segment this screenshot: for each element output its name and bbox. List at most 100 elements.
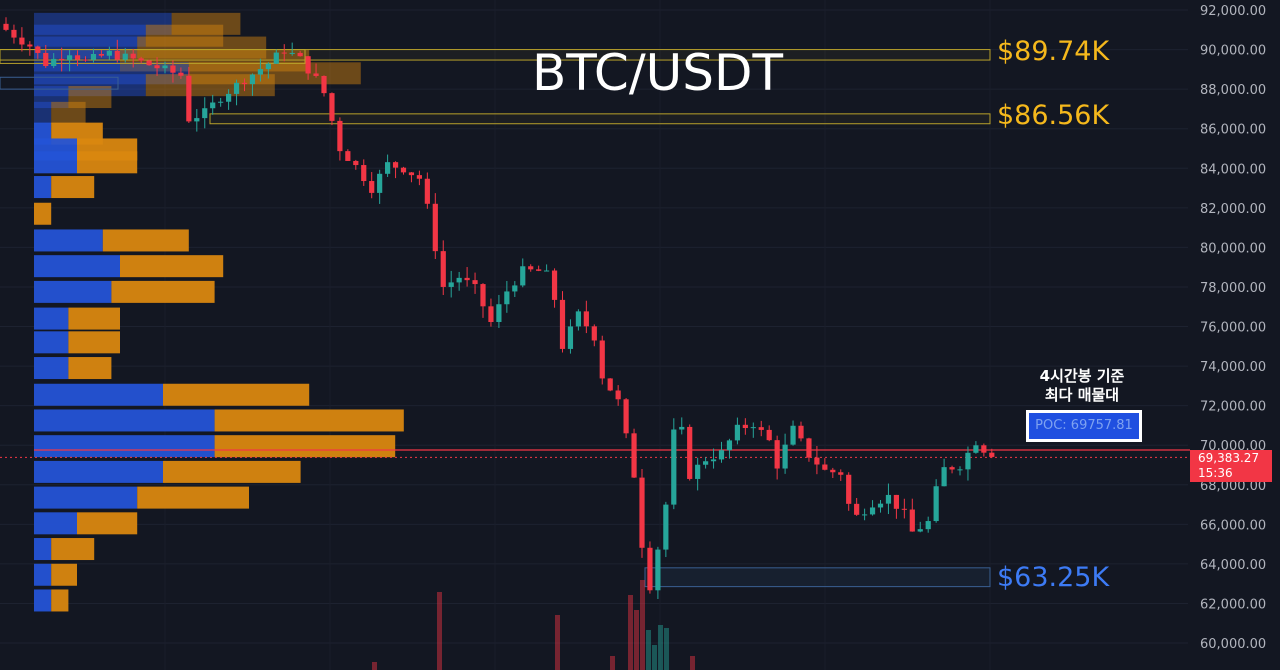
candle-body — [416, 175, 422, 179]
volume-bar — [640, 580, 645, 670]
candle-body — [273, 52, 279, 64]
profile-sell-bar — [51, 176, 95, 199]
candle-body — [750, 427, 756, 429]
profile-buy-bar — [34, 280, 112, 303]
candle-body — [965, 452, 971, 470]
profile-buy-bar — [34, 176, 52, 199]
profile-sell-bar — [188, 62, 361, 85]
candle-body — [925, 521, 931, 530]
profile-sell-bar — [120, 255, 224, 278]
candle-body — [392, 162, 399, 168]
candle-body — [337, 120, 343, 152]
candle-body — [122, 53, 128, 60]
candle-body — [941, 467, 947, 487]
volume-bar — [628, 595, 633, 670]
candle-body — [472, 280, 478, 285]
y-tick-label: 90,000.00 — [1200, 44, 1266, 59]
profile-buy-bar — [34, 307, 69, 330]
profile-buy-bar — [34, 151, 77, 174]
y-tick-label: 88,000.00 — [1200, 83, 1266, 98]
y-tick-label: 76,000.00 — [1200, 321, 1266, 336]
candle-body — [440, 251, 446, 287]
candle-body — [639, 477, 645, 548]
candle-body — [265, 63, 271, 70]
candle-body — [456, 277, 462, 283]
profile-sell-bar — [145, 74, 275, 97]
candle-body — [305, 56, 311, 74]
candle-body — [257, 69, 263, 75]
candle-body — [512, 285, 518, 292]
y-tick-label: 82,000.00 — [1200, 202, 1266, 217]
candle-body — [496, 304, 502, 323]
profile-buy-bar — [34, 486, 138, 509]
candle-body — [869, 507, 876, 515]
profile-sell-bar — [214, 409, 404, 432]
y-tick-label: 64,000.00 — [1200, 558, 1266, 573]
volume-bar — [658, 625, 663, 670]
candle-body — [186, 75, 192, 122]
level-box — [0, 49, 991, 61]
candle-body — [11, 29, 17, 38]
candle-body — [782, 444, 788, 469]
profile-sell-bar — [214, 435, 396, 458]
profile-sell-bar — [34, 202, 52, 225]
candle-body — [710, 459, 717, 462]
candle-body — [822, 464, 828, 470]
candle-body — [981, 445, 987, 453]
profile-sell-bar — [68, 86, 112, 109]
candle-body — [74, 55, 81, 60]
y-tick-label: 86,000.00 — [1200, 123, 1266, 138]
candle-body — [551, 270, 558, 300]
candle-body — [615, 390, 621, 400]
candle-body — [162, 65, 168, 69]
profile-sell-bar — [77, 151, 138, 174]
candle-body — [432, 203, 438, 252]
candle-body — [504, 291, 510, 305]
candle-body — [321, 75, 327, 94]
candle-body — [718, 450, 725, 460]
candle-body — [726, 440, 733, 451]
candle-body — [631, 433, 637, 478]
candle-body — [361, 165, 367, 182]
candle-body — [3, 23, 9, 30]
profile-buy-bar — [34, 435, 215, 458]
y-tick-label: 84,000.00 — [1200, 162, 1266, 177]
profile-sell-bar — [68, 307, 120, 330]
profile-buy-bar — [34, 331, 69, 354]
candle-body — [734, 424, 740, 441]
level-label-1: $89.74K — [997, 36, 1110, 67]
candle-body — [687, 426, 693, 479]
current-price-tag: 69,383.27 15:36 — [1190, 450, 1272, 482]
candle-body — [27, 44, 33, 47]
candle-body — [758, 427, 764, 430]
candle-body — [488, 306, 494, 323]
profile-buy-bar — [34, 86, 69, 109]
profile-sell-bar — [77, 512, 138, 535]
candle-body — [885, 494, 892, 504]
profile-buy-bar — [34, 383, 163, 406]
candle-body — [798, 425, 804, 439]
profile-sell-bar — [68, 357, 112, 380]
profile-sell-bar — [51, 101, 86, 124]
candle-body — [591, 326, 597, 341]
candle-body — [424, 178, 430, 204]
candle-body — [790, 425, 796, 445]
profile-buy-bar — [34, 460, 163, 483]
candle-body — [742, 424, 748, 429]
candle-body — [973, 445, 979, 453]
bar-countdown: 15:36 — [1198, 466, 1233, 480]
candle-body — [194, 118, 200, 122]
candle-body — [329, 93, 335, 121]
candle-body — [766, 429, 772, 441]
candle-body — [130, 53, 136, 59]
candle-body — [241, 82, 248, 85]
candle-body — [480, 284, 486, 307]
profile-buy-bar — [34, 357, 69, 380]
level-box — [209, 113, 991, 125]
candle-body — [607, 378, 613, 391]
candle-body — [297, 52, 303, 57]
level-box-left — [0, 76, 119, 90]
candle-body — [138, 58, 144, 61]
